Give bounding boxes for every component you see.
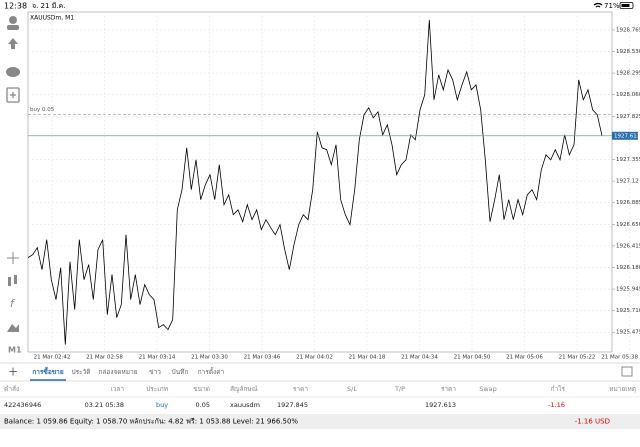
y-tick-label: 1927.12 <box>616 179 639 185</box>
tab[interactable]: ประวัติ <box>72 368 91 376</box>
battery-icon <box>619 2 634 9</box>
period: M1 <box>8 346 22 355</box>
table-header: หมายเหตุ <box>609 385 636 393</box>
summary-text: Balance: 1 059.86 Equity: 1 058.70 หลักป… <box>4 418 298 426</box>
table-header: สัญลักษณ์ <box>230 385 258 393</box>
y-tick-label: 1926.180 <box>616 265 640 271</box>
x-tick-label: 21 Mar 02:58 <box>86 355 123 361</box>
table-header: ราคา <box>441 385 456 393</box>
table-header: เวลา <box>110 385 124 393</box>
status-time: 12:38 <box>4 2 27 11</box>
x-tick-label: 21 Mar 05:06 <box>506 355 543 361</box>
layout-icon[interactable] <box>621 366 633 377</box>
candles-icon <box>8 277 11 286</box>
indicator-icon: f <box>10 297 16 310</box>
y-tick-label: 1926.415 <box>616 243 640 249</box>
y-tick-label: 1928.765 <box>616 27 640 33</box>
table-header: S/L <box>347 385 357 393</box>
x-tick-label: 21 Mar 04:02 <box>296 355 333 361</box>
table-header: ขนาด <box>193 385 210 393</box>
crosshair-icon <box>7 252 19 264</box>
table-cell[interactable]: 1927.845 <box>277 401 308 409</box>
x-tick-label: 21 Mar 03:46 <box>244 355 281 361</box>
wifi-icon <box>593 2 603 8</box>
tab[interactable]: การซื้อขาย <box>32 366 63 376</box>
add-icon: + <box>8 365 18 379</box>
table-cell[interactable]: 1927.613 <box>425 401 456 409</box>
table-header: Swap <box>479 385 497 393</box>
summary-total: -1.16 USD <box>575 418 610 426</box>
battery-fill <box>621 4 630 7</box>
price-line <box>27 19 603 345</box>
y-tick-label: 1927.825 <box>616 114 640 120</box>
table-header: ราคา <box>293 385 308 393</box>
x-tick-label: 21 Mar 03:30 <box>191 355 228 361</box>
x-tick-label: 21 Mar 05:22 <box>559 355 596 361</box>
x-tick-label: 21 Mar 02:42 <box>34 355 71 361</box>
table-cell[interactable]: 422436946 <box>4 401 41 409</box>
table-header: กำไร <box>551 385 566 393</box>
table-cell[interactable]: -1.16 <box>548 401 565 409</box>
y-tick-label: 1927.355 <box>616 157 640 163</box>
x-tick-label: 21 Mar 04:50 <box>454 355 491 361</box>
y-tick-label: 1928.060 <box>616 92 640 98</box>
tab[interactable]: การตั้งค่า <box>198 367 225 376</box>
chat-icon <box>6 67 20 77</box>
y-tick-label: 1928.295 <box>616 71 640 77</box>
table-cell[interactable]: xauusdm <box>230 401 260 409</box>
trade-icon <box>8 38 18 49</box>
table-cell[interactable]: 03.21 05:38 <box>85 401 124 409</box>
table-header: คำสั่ง <box>4 384 19 393</box>
new-icon <box>6 87 20 103</box>
x-tick-label: 21 Mar 04:34 <box>401 355 438 361</box>
table-cell[interactable]: buy <box>156 401 168 409</box>
y-tick-label: 1925.710 <box>616 308 640 314</box>
y-tick-label: 1925.945 <box>616 287 640 293</box>
y-tick-label: 1926.885 <box>616 200 640 206</box>
tab[interactable]: ข่าว <box>149 368 161 376</box>
plot-frame <box>27 11 613 353</box>
summary-bar <box>0 414 640 429</box>
table-cell[interactable]: 0.05 <box>196 401 210 409</box>
y-tick-label: 1925.475 <box>616 330 640 336</box>
status-date: จ. 21 มี.ค. <box>32 2 65 10</box>
current-price-label: 1927.613 <box>614 133 640 139</box>
tab[interactable]: กล่องจดหมาย <box>98 368 137 376</box>
objects-icon <box>7 324 19 332</box>
account-icon <box>7 25 19 30</box>
y-tick-label: 1928.530 <box>616 49 640 55</box>
order-label: buy 0.05 <box>30 107 55 113</box>
x-tick-label: 21 Mar 05:38 <box>601 355 638 361</box>
y-tick-label: 1926.650 <box>616 222 640 228</box>
left-toolbar: f <box>6 16 20 332</box>
candles-icon <box>14 275 17 284</box>
tab[interactable]: บันทึก <box>172 368 189 376</box>
table-header: ประเภท <box>146 385 168 393</box>
current-price-box <box>612 131 638 140</box>
status-battery: 71% <box>604 2 620 10</box>
x-tick-label: 21 Mar 03:14 <box>139 355 176 361</box>
new-icon <box>10 92 16 98</box>
account-icon <box>9 16 17 24</box>
table-header: T/P <box>394 385 405 393</box>
x-tick-label: 21 Mar 04:18 <box>349 355 386 361</box>
